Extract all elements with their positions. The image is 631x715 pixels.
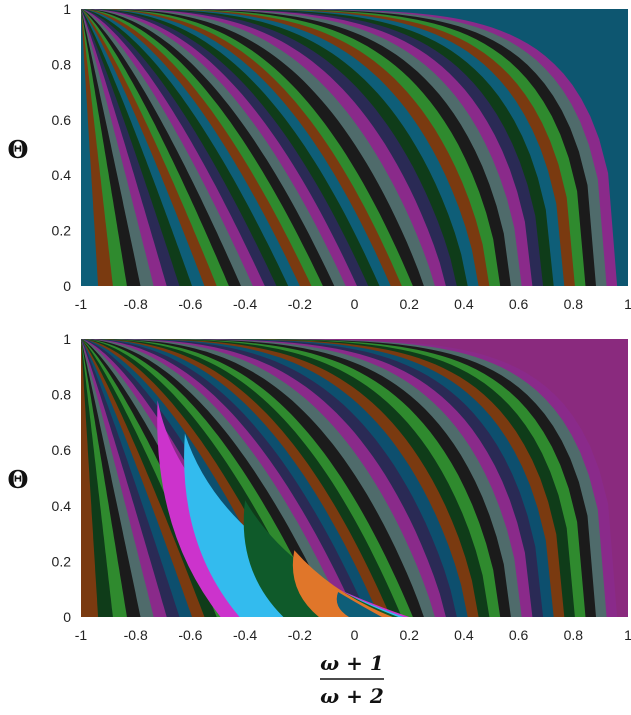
y-tick-label: 0 [63,609,71,625]
x-tick-label: -0.4 [233,627,257,643]
y-tick-label: 1 [63,331,71,347]
lobe [243,500,399,617]
panel-top: 0 0.2 0.4 0.6 0.8 1 -1 -0.8 -0.6 -0.4 -0.2 0 0.2 0.4… [8,1,631,312]
x-tick-label: -0.8 [124,627,148,643]
x-tick-label: 0.2 [399,627,419,643]
lobe [184,433,404,617]
y-tick-label: 0 [63,278,71,294]
x-ticks-bottom: -1 -0.8 -0.6 -0.4 -0.2 0 0.2 0.4 0.6 0.8 1 [75,627,631,643]
band [81,9,99,286]
x-tick-label: -0.8 [124,296,148,312]
x-tick-label: -0.2 [288,296,312,312]
lobe [292,550,393,617]
x-tick-label: -0.6 [178,627,202,643]
lobes-bottom [157,400,410,617]
x-tick-label: 0.4 [454,627,474,643]
x-tick-label: 0.6 [509,627,529,643]
x-tick-label: 0 [351,627,359,643]
y-tick-label: 0.2 [52,223,72,239]
y-tick-label: 0.6 [52,442,72,458]
bands-top [81,9,618,286]
x-tick-label: 0.6 [509,296,529,312]
y-tick-label: 0.4 [52,498,72,514]
x-label-numerator: ω + 1 [320,651,384,675]
x-tick-label: -0.2 [288,627,312,643]
x-tick-label: 0.2 [399,296,419,312]
x-tick-label: 0.4 [454,296,474,312]
y-axis-label-bottom: Θ [8,465,29,494]
x-tick-label: -0.6 [178,296,202,312]
y-axis-label-top: Θ [8,135,29,164]
y-tick-label: 0.8 [52,56,72,72]
y-tick-label: 0.8 [52,387,72,403]
x-tick-label: -0.4 [233,296,257,312]
x-tick-label: -1 [75,627,88,643]
bands-bottom [81,339,618,617]
band [81,339,99,617]
y-ticks-top: 0 0.2 0.4 0.6 0.8 1 [52,1,72,294]
x-tick-label: 0 [351,296,359,312]
x-ticks-top: -1 -0.8 -0.6 -0.4 -0.2 0 0.2 0.4 0.6 0.8 1 [75,296,631,312]
panel-bottom: 0 0.2 0.4 0.6 0.8 1 -1 -0.8 -0.6 -0.4 -0.2 0 0.2 0.4… [8,331,631,643]
x-tick-label: 1 [624,627,631,643]
lobe [336,592,382,617]
y-tick-label: 0.6 [52,112,72,128]
x-tick-label: 0.8 [564,296,584,312]
y-tick-label: 0.4 [52,167,72,183]
x-label-denominator: ω + 2 [320,684,384,708]
y-ticks-bottom: 0 0.2 0.4 0.6 0.8 1 [52,331,72,625]
y-tick-label: 1 [63,1,71,17]
y-tick-label: 0.2 [52,553,72,569]
x-tick-label: -1 [75,296,88,312]
x-tick-label: 1 [624,296,631,312]
x-axis-label: ω + 1 ω + 2 [320,651,384,708]
x-tick-label: 0.8 [564,627,584,643]
